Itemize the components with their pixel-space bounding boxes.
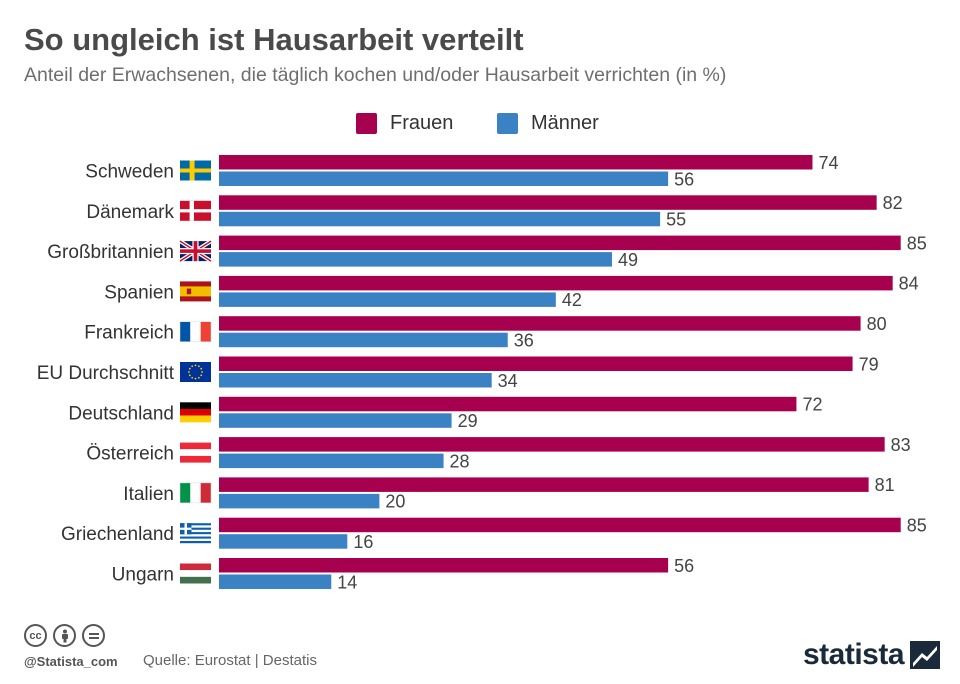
category-group-dänemark: 82 55 Dänemark <box>86 193 902 230</box>
category-label-eu-durchschnitt: EU Durchschnitt <box>37 363 175 384</box>
category-group-italien: 81 20 Italien <box>123 475 894 512</box>
austria-flag-icon <box>180 442 211 463</box>
category-group-österreich: 83 28 Österreich <box>86 435 910 472</box>
category-label-ungarn: Ungarn <box>112 565 174 586</box>
category-group-ungarn: 56 14 Ungarn <box>112 556 694 593</box>
bar-frauen-spanien <box>219 275 893 291</box>
bar-maenner-frankreich <box>219 332 508 348</box>
bar-maenner-großbritannien <box>219 252 612 267</box>
category-group-spanien: 84 42 Spanien <box>104 274 918 311</box>
legend-swatch-frauen <box>356 112 377 134</box>
italy-flag-icon <box>179 482 212 504</box>
value-label-maenner-schweden: 56 <box>674 169 694 189</box>
category-group-frankreich: 80 36 Frankreich <box>84 314 886 351</box>
uk-flag-icon <box>178 239 213 263</box>
bar-maenner-griechenland <box>219 534 348 549</box>
bar-maenner-österreich <box>219 453 444 469</box>
value-label-maenner-deutschland: 29 <box>458 411 478 431</box>
value-label-frauen-großbritannien: 85 <box>907 233 927 253</box>
source-note: Quelle: Eurostat | Destatis <box>143 652 317 669</box>
bar-maenner-ungarn <box>219 574 332 589</box>
legend-label-frauen: Frauen <box>390 111 454 134</box>
value-label-maenner-spanien: 42 <box>562 290 582 310</box>
bar-frauen-eu-durchschnitt <box>219 356 853 371</box>
bar-maenner-eu-durchschnitt <box>219 373 492 388</box>
value-label-frauen-spanien: 84 <box>899 274 919 294</box>
value-label-maenner-eu-durchschnitt: 34 <box>498 371 518 391</box>
bar-frauen-schweden <box>219 155 813 170</box>
category-label-schweden: Schweden <box>85 162 174 183</box>
bar-frauen-ungarn <box>219 558 669 573</box>
bar-maenner-deutschland <box>219 413 452 428</box>
category-group-großbritannien: 85 49 Großbritannien <box>47 233 926 270</box>
value-label-frauen-griechenland: 85 <box>907 515 927 535</box>
bar-maenner-dänemark <box>219 211 661 227</box>
bar-maenner-italien <box>219 493 380 509</box>
category-label-großbritannien: Großbritannien <box>47 242 174 263</box>
value-label-frauen-italien: 81 <box>875 475 895 495</box>
category-group-griechenland: 85 16 Griechenland <box>61 515 927 552</box>
attribution-icon <box>53 624 76 647</box>
category-label-deutschland: Deutschland <box>68 403 174 424</box>
chart-subtitle: Anteil der Erwachsenen, die täglich koch… <box>24 64 727 86</box>
category-label-italien: Italien <box>123 484 174 505</box>
license-icons: cc <box>24 624 105 647</box>
statista-logo: statista <box>803 638 941 672</box>
value-label-maenner-großbritannien: 49 <box>618 250 638 270</box>
legend-label-maenner: Männer <box>531 111 599 134</box>
statista-handle: @Statista_com <box>24 654 118 669</box>
category-label-griechenland: Griechenland <box>61 524 174 545</box>
sweden-flag-icon <box>180 160 211 181</box>
bar-frauen-italien <box>219 477 869 492</box>
cc-icon: cc <box>24 624 47 647</box>
value-label-frauen-deutschland: 72 <box>802 395 822 415</box>
denmark-flag-icon <box>180 200 211 221</box>
value-label-frauen-österreich: 83 <box>891 435 911 455</box>
category-label-österreich: Österreich <box>86 444 174 465</box>
statista-mark-icon <box>910 641 941 669</box>
value-label-maenner-ungarn: 14 <box>337 572 357 592</box>
spain-flag-icon <box>180 281 211 302</box>
bar-maenner-schweden <box>219 171 669 186</box>
bar-chart: 74 56 Schweden 82 55 Dänemark 85 49 Großbritanni… <box>37 153 927 593</box>
legend-item-frauen: Frauen <box>356 111 453 135</box>
value-label-maenner-österreich: 28 <box>450 451 470 471</box>
category-label-frankreich: Frankreich <box>84 323 174 344</box>
bar-frauen-österreich <box>219 437 885 452</box>
category-group-schweden: 74 56 Schweden <box>85 153 838 190</box>
category-label-dänemark: Dänemark <box>86 202 174 223</box>
legend-item-maenner: Männer <box>497 111 599 135</box>
value-label-frauen-ungarn: 56 <box>674 556 694 576</box>
category-label-spanien: Spanien <box>104 282 174 303</box>
france-flag-icon <box>179 321 212 342</box>
bar-frauen-frankreich <box>219 316 861 331</box>
value-label-maenner-dänemark: 55 <box>666 210 686 230</box>
eu-flag-icon <box>180 362 211 382</box>
value-label-frauen-dänemark: 82 <box>883 193 903 213</box>
bar-maenner-spanien <box>219 292 556 307</box>
hungary-flag-icon <box>180 563 211 584</box>
value-label-maenner-italien: 20 <box>385 492 405 512</box>
legend: Frauen Männer <box>0 111 960 135</box>
value-label-maenner-griechenland: 16 <box>353 532 373 552</box>
value-label-frauen-eu-durchschnitt: 79 <box>859 354 879 374</box>
bar-frauen-griechenland <box>219 517 901 533</box>
value-label-frauen-schweden: 74 <box>818 153 838 173</box>
category-group-eu-durchschnitt: 79 34 EU Durchschnitt <box>37 354 879 391</box>
value-label-maenner-frankreich: 36 <box>514 330 534 350</box>
category-group-deutschland: 72 29 Deutschland <box>68 395 822 432</box>
legend-swatch-maenner <box>497 112 518 134</box>
no-derivatives-icon <box>82 624 105 647</box>
bar-frauen-dänemark <box>219 195 877 210</box>
bar-frauen-deutschland <box>219 396 797 412</box>
brand-text: statista <box>803 638 905 671</box>
greece-flag-icon <box>180 523 211 544</box>
value-label-frauen-frankreich: 80 <box>867 314 887 334</box>
bar-frauen-großbritannien <box>219 235 901 251</box>
chart-title: So ungleich ist Hausarbeit verteilt <box>24 22 524 57</box>
germany-flag-icon <box>180 402 211 423</box>
